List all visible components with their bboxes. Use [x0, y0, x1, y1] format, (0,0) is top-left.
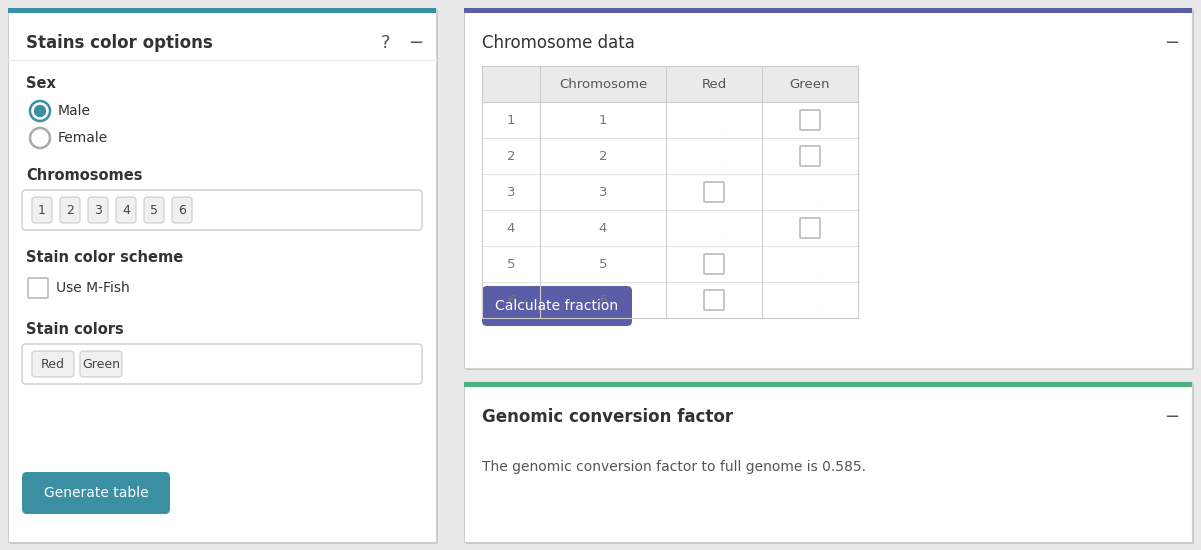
Text: Sex: Sex [26, 76, 56, 91]
Text: 2: 2 [599, 150, 608, 162]
Text: Use M-Fish: Use M-Fish [56, 281, 130, 295]
FancyBboxPatch shape [466, 384, 1194, 544]
Text: Calculate fraction: Calculate fraction [496, 299, 619, 313]
Text: 6: 6 [507, 294, 515, 306]
FancyBboxPatch shape [144, 197, 165, 223]
Text: Chromosome data: Chromosome data [482, 34, 635, 52]
Text: Male: Male [58, 104, 91, 118]
Text: 5: 5 [507, 257, 515, 271]
Text: 1: 1 [38, 204, 46, 217]
FancyBboxPatch shape [800, 218, 820, 238]
Text: 2: 2 [507, 150, 515, 162]
Bar [464, 8, 1193, 13]
Bar [482, 210, 858, 246]
FancyBboxPatch shape [22, 472, 171, 514]
Bar [8, 8, 436, 13]
Text: 2: 2 [66, 204, 74, 217]
FancyBboxPatch shape [172, 197, 192, 223]
FancyBboxPatch shape [80, 351, 123, 377]
FancyBboxPatch shape [88, 197, 108, 223]
Text: 5: 5 [599, 257, 608, 271]
Bar [482, 138, 858, 174]
Circle shape [35, 106, 46, 117]
Bar [482, 66, 858, 318]
FancyBboxPatch shape [704, 182, 724, 202]
Bar [482, 66, 858, 102]
Bar [464, 382, 1193, 387]
FancyBboxPatch shape [464, 382, 1193, 542]
FancyBboxPatch shape [800, 290, 820, 310]
FancyBboxPatch shape [22, 190, 422, 230]
Text: Green: Green [82, 358, 120, 371]
FancyBboxPatch shape [32, 351, 74, 377]
Text: 5: 5 [150, 204, 159, 217]
Text: 1: 1 [599, 113, 608, 127]
Text: −: − [1164, 34, 1179, 52]
Text: Genomic conversion factor: Genomic conversion factor [482, 408, 733, 426]
FancyBboxPatch shape [800, 110, 820, 130]
Text: Stain colors: Stain colors [26, 322, 124, 338]
FancyBboxPatch shape [464, 8, 1193, 368]
Text: 4: 4 [507, 222, 515, 234]
Text: 3: 3 [599, 185, 608, 199]
FancyBboxPatch shape [800, 182, 820, 202]
Text: Red: Red [701, 78, 727, 91]
FancyBboxPatch shape [116, 197, 136, 223]
Text: Stain color scheme: Stain color scheme [26, 250, 184, 266]
Bar [482, 174, 858, 210]
FancyBboxPatch shape [28, 278, 48, 298]
Bar [482, 246, 858, 282]
Text: Stains color options: Stains color options [26, 34, 213, 52]
FancyBboxPatch shape [704, 254, 724, 274]
Text: 6: 6 [599, 294, 608, 306]
Text: ?: ? [381, 34, 390, 52]
Text: Generate table: Generate table [43, 486, 148, 500]
FancyBboxPatch shape [482, 286, 632, 326]
FancyBboxPatch shape [60, 197, 80, 223]
FancyBboxPatch shape [704, 218, 724, 238]
FancyBboxPatch shape [8, 8, 436, 542]
FancyBboxPatch shape [10, 10, 438, 544]
Text: Red: Red [41, 358, 65, 371]
FancyBboxPatch shape [800, 254, 820, 274]
Text: −: − [1164, 408, 1179, 426]
Text: 3: 3 [507, 185, 515, 199]
Text: The genomic conversion factor to full genome is 0.585.: The genomic conversion factor to full ge… [482, 460, 866, 474]
Bar [482, 102, 858, 138]
Text: Green: Green [790, 78, 830, 91]
Text: 4: 4 [123, 204, 130, 217]
Text: Female: Female [58, 131, 108, 145]
Text: 3: 3 [94, 204, 102, 217]
FancyBboxPatch shape [704, 110, 724, 130]
FancyBboxPatch shape [32, 197, 52, 223]
Text: 6: 6 [178, 204, 186, 217]
Bar [482, 282, 858, 318]
FancyBboxPatch shape [800, 146, 820, 166]
Text: Chromosomes: Chromosomes [26, 168, 143, 184]
FancyBboxPatch shape [22, 344, 422, 384]
FancyBboxPatch shape [466, 10, 1194, 370]
Text: 1: 1 [507, 113, 515, 127]
Text: Chromosome: Chromosome [558, 78, 647, 91]
FancyBboxPatch shape [704, 146, 724, 166]
Bar [482, 66, 858, 318]
Text: −: − [408, 34, 423, 52]
FancyBboxPatch shape [704, 290, 724, 310]
Text: 4: 4 [599, 222, 608, 234]
